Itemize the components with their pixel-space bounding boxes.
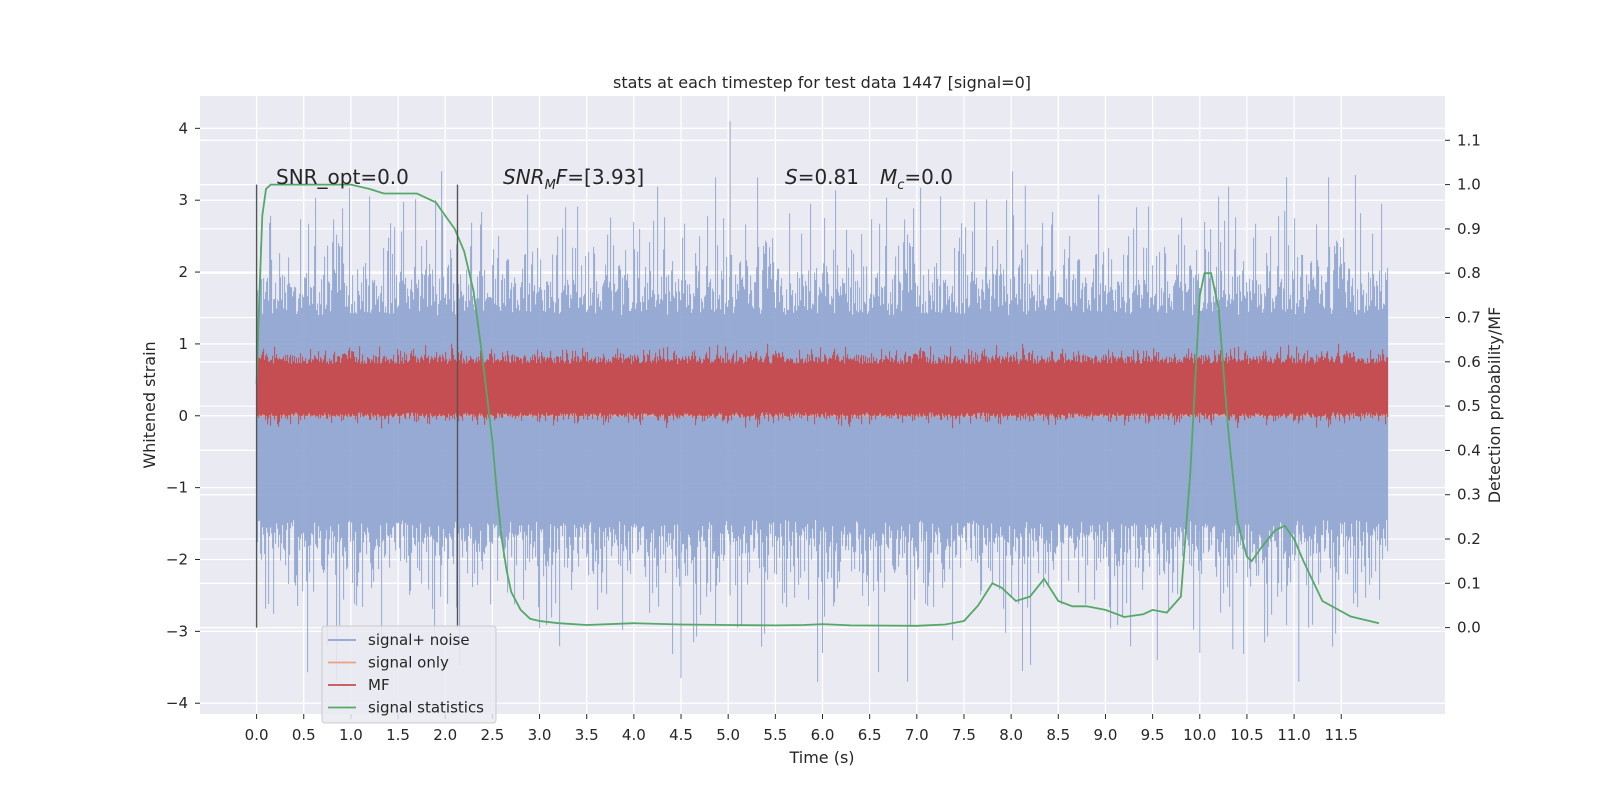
y2-tick-label: 0.7 (1457, 309, 1481, 327)
y-tick-label: 4 (178, 119, 188, 137)
x-tick-label: 5.0 (716, 726, 740, 744)
x-tick-label: 4.0 (622, 726, 646, 744)
x-tick-label: 11.5 (1325, 726, 1358, 744)
legend-label: MF (368, 676, 390, 694)
y2-axis-label: Detection probability/MF (1485, 307, 1504, 504)
axes: 0.0 0.5 1.0 1.5 2.0 2.5 3.0 3.5 4.0 4.5 5.0 5.5 6.0 6… (166, 119, 1481, 744)
y2-tick-label: 0.5 (1457, 397, 1481, 415)
x-tick-label: 1.0 (339, 726, 363, 744)
x-tick-label: 3.0 (528, 726, 552, 744)
series-3-line (255, 183, 1380, 627)
x-tick-label: 0.0 (245, 726, 269, 744)
x-tick-label: 2.5 (480, 726, 504, 744)
annotation-mc-main: M (880, 165, 897, 189)
annotation-snr-mf: SNRMF=[3.93] (503, 165, 644, 193)
y2-tick-label: 0.4 (1457, 441, 1481, 459)
x-tick-label: 0.5 (292, 726, 316, 744)
x-tick-label: 8.5 (1046, 726, 1070, 744)
legend: signal+ noise signal only MF signal statist… (321, 625, 497, 724)
series-layer (255, 121, 1389, 682)
y-tick-label: 0 (178, 407, 188, 425)
annotation-snr-mf-rest: =[3.93] (567, 165, 644, 189)
y2-tick-label: 1.0 (1457, 176, 1481, 194)
annotation-snr-opt: SNR_opt=0.0 (276, 165, 409, 189)
x-axis-label: Time (s) (788, 748, 854, 767)
x-tick-label: 7.5 (952, 726, 976, 744)
x-tick-label: 9.5 (1141, 726, 1165, 744)
y-tick-label: −1 (166, 479, 188, 497)
y2-tick-label: 0.1 (1457, 574, 1481, 592)
annotation-s-rest: =0.81 (798, 165, 859, 189)
y2-tick-label: 0.0 (1457, 619, 1481, 637)
y-tick-label: 1 (178, 335, 188, 353)
y-tick-label: −2 (166, 551, 188, 569)
x-tick-label: 5.5 (763, 726, 787, 744)
y-tick-label: −3 (166, 622, 188, 640)
annotation-s-main: S (785, 165, 798, 189)
x-tick-label: 7.0 (905, 726, 929, 744)
annotation-snr-mf-main: SNR (503, 165, 545, 189)
x-tick-label: 2.0 (433, 726, 457, 744)
x-tick-label: 10.5 (1230, 726, 1263, 744)
annotation-mc-sub: c (897, 178, 904, 193)
annotation-mc-rest: =0.0 (904, 165, 953, 189)
y2-tick-label: 0.2 (1457, 530, 1481, 548)
legend-box (321, 625, 497, 724)
y2-tick-label: 0.9 (1457, 220, 1481, 238)
annotation-s: S=0.81 (785, 165, 859, 189)
x-tick-label: 9.0 (1094, 726, 1118, 744)
x-tick-label: 6.5 (858, 726, 882, 744)
x-tick-label: 8.0 (999, 726, 1023, 744)
y2-tick-label: 1.1 (1457, 131, 1481, 149)
y-tick-label: −4 (166, 694, 188, 712)
legend-label: signal only (368, 654, 449, 672)
annotation-snr-mf-sub: M (545, 178, 556, 193)
legend-label: signal statistics (368, 699, 484, 717)
y2-tick-label: 0.3 (1457, 486, 1481, 504)
legend-label: signal+ noise (368, 631, 470, 649)
y-tick-label: 2 (178, 263, 188, 281)
x-tick-label: 6.0 (811, 726, 835, 744)
x-tick-label: 10.0 (1183, 726, 1216, 744)
y2-tick-label: 0.6 (1457, 353, 1481, 371)
y2-tick-label: 0.8 (1457, 264, 1481, 282)
x-tick-label: 3.5 (575, 726, 599, 744)
y-axis-label: Whitened strain (140, 341, 159, 468)
x-tick-label: 11.0 (1277, 726, 1310, 744)
chart-title: stats at each timestep for test data 144… (613, 73, 1031, 92)
x-tick-label: 4.5 (669, 726, 693, 744)
x-tick-label: 1.5 (386, 726, 410, 744)
y-tick-label: 3 (178, 191, 188, 209)
annotation-snr-mf-rest-italic: F (556, 165, 568, 189)
annotation-mc: Mc=0.0 (880, 165, 953, 193)
